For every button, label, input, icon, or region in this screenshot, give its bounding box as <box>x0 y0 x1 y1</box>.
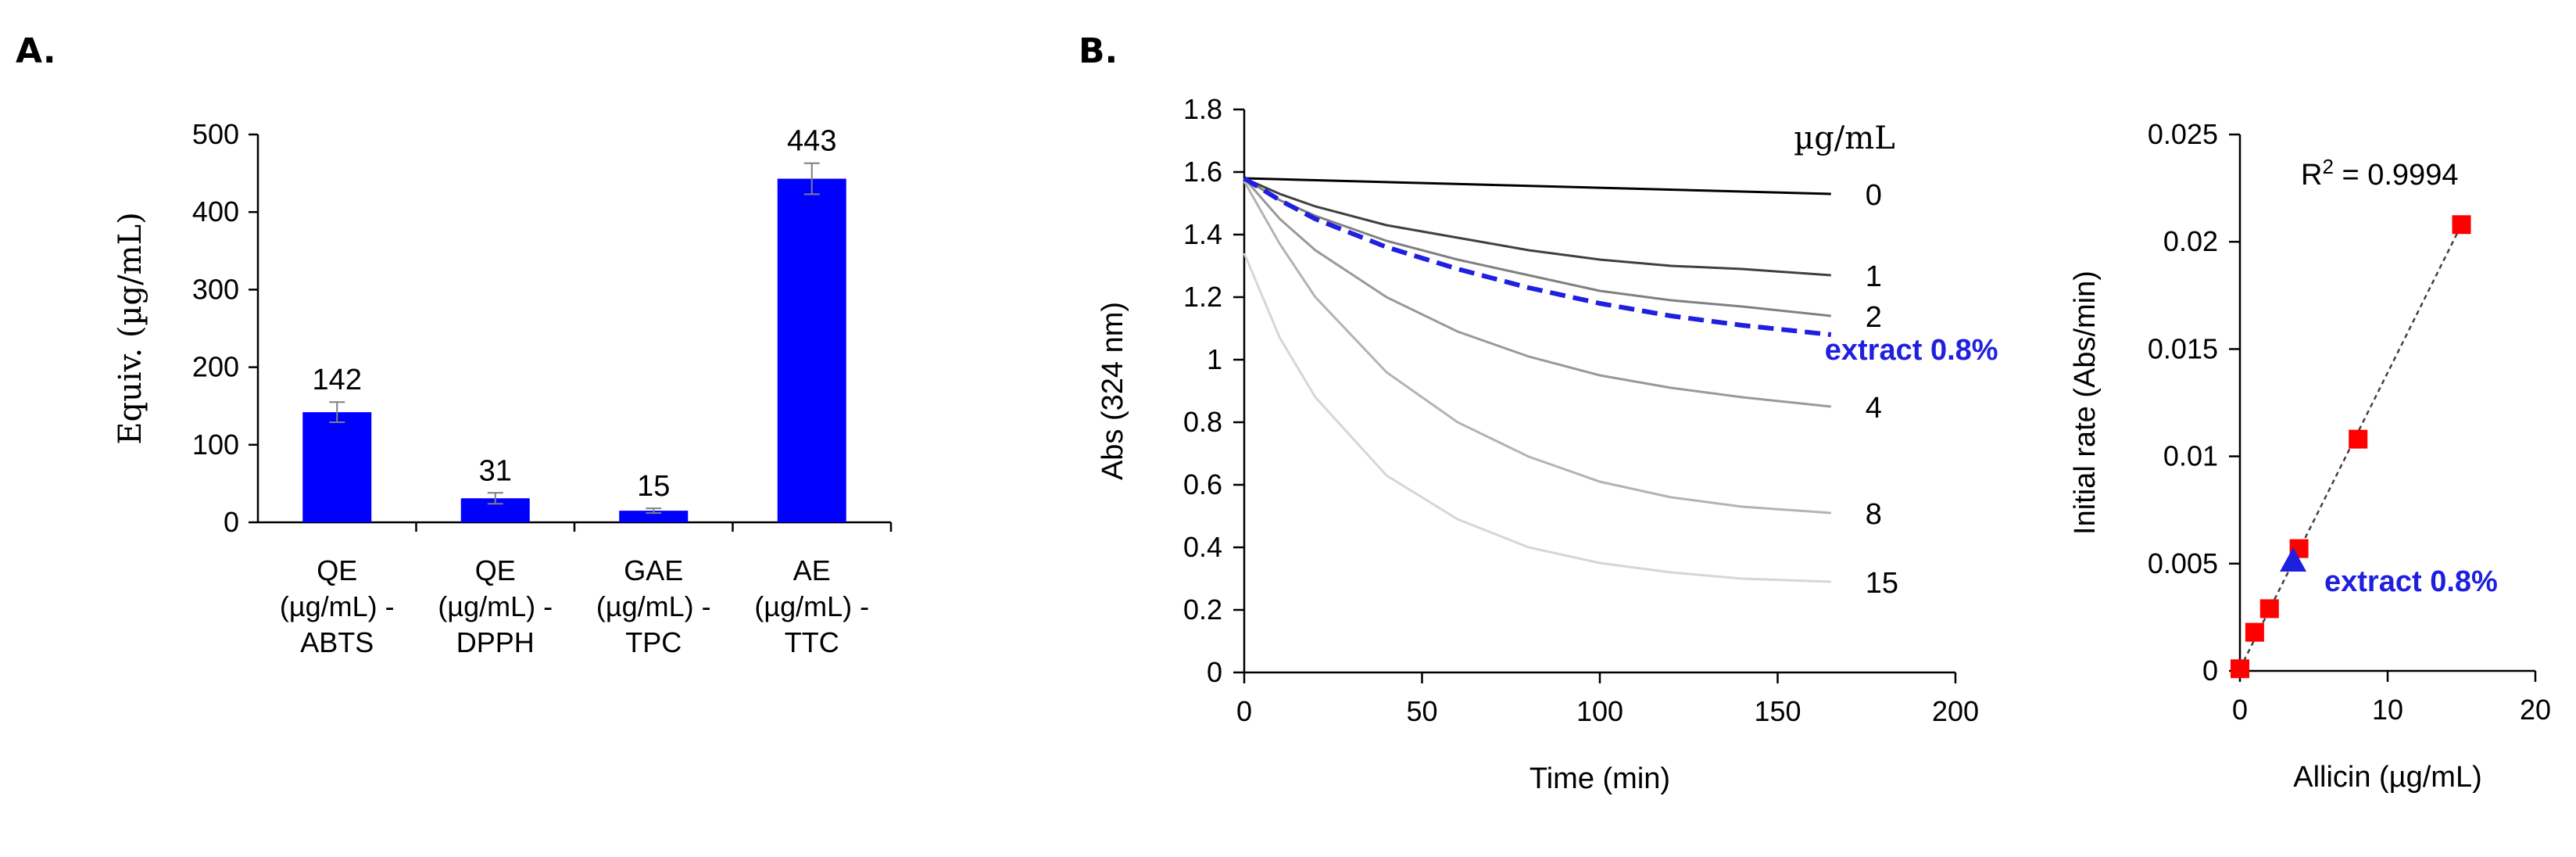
x-tick-label: (µg/mL) - <box>438 590 553 622</box>
y-tick-label: 0 <box>2202 654 2218 687</box>
y-tick-label: 0.005 <box>2148 547 2218 579</box>
data-point <box>2349 429 2368 449</box>
x-tick-label: 0 <box>2232 694 2248 726</box>
series-line <box>1243 177 1831 408</box>
series-label: 0 <box>1866 179 1882 212</box>
x-tick-label: (µg/mL) - <box>596 590 711 622</box>
series-line <box>1243 177 1831 195</box>
legend-title: µg/mL <box>1794 120 1895 156</box>
y-tick-label: 100 <box>192 428 239 461</box>
y-tick-label: 1.6 <box>1183 156 1222 188</box>
extract-point-marker <box>2280 547 2307 572</box>
r-squared-annotation: R2 = 0.9994 <box>2301 155 2458 192</box>
x-tick-label: 100 <box>1576 695 1623 727</box>
x-tick-label: AE <box>793 554 831 586</box>
y-tick-label: 1 <box>1207 343 1222 375</box>
y-axis-title: Abs (324 nm) <box>1097 302 1129 480</box>
series-label: 1 <box>1866 260 1882 293</box>
y-tick-label: 0 <box>224 506 239 538</box>
y-axis-title: Equiv. (µg/mL) <box>113 212 148 444</box>
panel-a-label: A. <box>16 31 56 71</box>
series-label: 8 <box>1866 498 1882 531</box>
series-label: 4 <box>1866 392 1882 425</box>
x-tick-label: 20 <box>2520 694 2551 726</box>
x-tick-label: ABTS <box>300 626 374 658</box>
data-point <box>2259 599 2279 619</box>
y-tick-label: 200 <box>192 351 239 383</box>
trendline <box>2238 224 2463 669</box>
y-tick-label: 500 <box>192 118 239 150</box>
y-tick-label: 0.6 <box>1183 468 1222 500</box>
bar <box>302 412 372 522</box>
x-axis-title: Allicin (µg/mL) <box>2293 761 2482 794</box>
chart-equiv-bars: 0 100 200 300 400 500 142 QE (µg/mL) - ABTS 31 QE (µ… <box>113 118 893 658</box>
series-label: extract 0.8% <box>1825 334 1998 367</box>
x-tick-label: DPPH <box>456 626 535 658</box>
data-label: 31 <box>479 454 512 487</box>
bar <box>777 178 846 522</box>
y-tick-label: 300 <box>192 273 239 305</box>
x-tick-label: QE <box>475 554 516 586</box>
x-tick-label: 10 <box>2372 694 2403 726</box>
y-tick-label: 0.01 <box>2163 440 2218 472</box>
panel-b-label: B. <box>1079 31 1118 71</box>
y-tick-label: 0.015 <box>2148 332 2218 364</box>
data-point <box>2231 659 2249 679</box>
x-tick-label: TTC <box>785 626 839 658</box>
r-squared-value: = 0.9994 <box>2334 159 2459 192</box>
x-tick-label: (µg/mL) - <box>754 590 869 622</box>
y-tick-label: 1.8 <box>1183 93 1222 125</box>
bar <box>619 511 689 522</box>
y-tick-label: 0.02 <box>2163 225 2218 257</box>
r-squared-prefix: R <box>2301 159 2322 192</box>
x-tick-label: QE <box>317 554 357 586</box>
y-tick-label: 0.8 <box>1183 406 1222 438</box>
y-tick-label: 1.2 <box>1183 281 1222 313</box>
y-axis-title: Initial rate (Abs/min) <box>2069 271 2102 535</box>
x-tick-label: 150 <box>1754 695 1801 727</box>
x-tick-label: (µg/mL) - <box>280 590 395 622</box>
series-line <box>1243 253 1831 583</box>
y-tick-label: 1.4 <box>1183 218 1222 250</box>
y-tick-label: 0.2 <box>1183 593 1222 626</box>
x-tick-label: 50 <box>1406 695 1437 727</box>
series-label: 2 <box>1866 301 1882 334</box>
data-label: 15 <box>637 470 670 503</box>
data-label: 443 <box>787 125 836 158</box>
series-line <box>1243 181 1831 515</box>
series-line <box>1243 176 1832 337</box>
chart-calibration: 0 0.005 0.01 0.015 0.02 0.025 0 10 20 extract 0.8… <box>2069 118 2551 794</box>
data-point <box>2245 622 2264 642</box>
extract-point-label: extract 0.8% <box>2324 565 2498 598</box>
y-tick-label: 0.025 <box>2148 118 2218 150</box>
r-squared-superscript: 2 <box>2322 155 2333 178</box>
x-tick-label: 0 <box>1236 695 1252 727</box>
series-line <box>1243 177 1831 317</box>
data-label: 142 <box>313 364 362 396</box>
series-label: 15 <box>1866 567 1898 600</box>
x-tick-label: 200 <box>1932 695 1979 727</box>
chart-kinetics: 0 0.2 0.4 0.6 0.8 1 1.2 1.4 1.6 1.8 0 50 100 150 200 0 1… <box>1097 93 1998 795</box>
x-tick-label: TPC <box>625 626 682 658</box>
series-line <box>1243 177 1831 277</box>
data-point <box>2452 215 2471 235</box>
y-tick-label: 0 <box>1207 656 1222 688</box>
x-tick-label: GAE <box>624 554 683 586</box>
y-tick-label: 0.4 <box>1183 531 1222 563</box>
y-tick-label: 400 <box>192 195 239 228</box>
x-axis-title: Time (min) <box>1530 762 1670 795</box>
